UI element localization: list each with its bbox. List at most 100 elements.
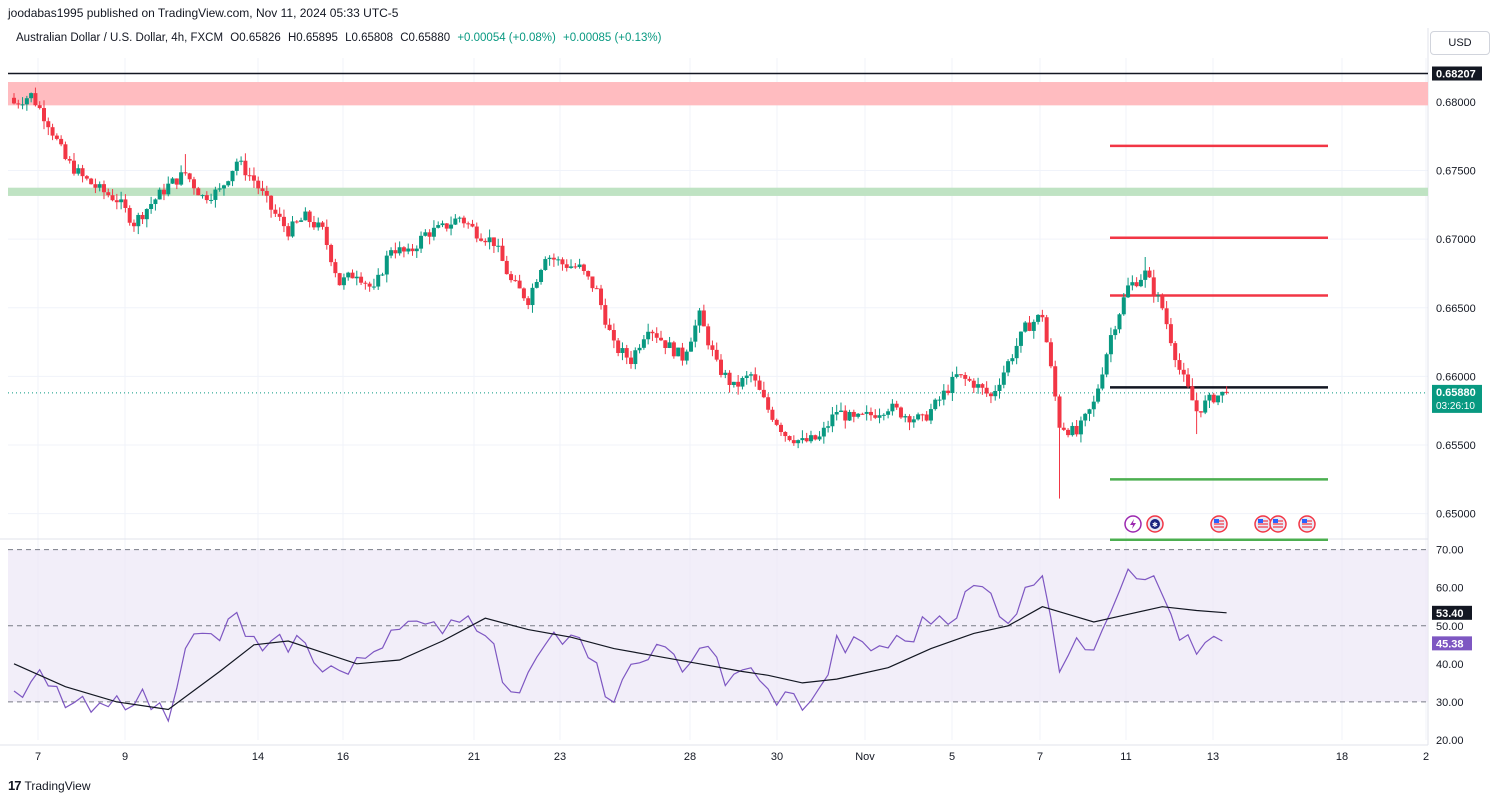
candle-body — [106, 192, 111, 196]
last-price-badge-label: 0.65880 — [1436, 387, 1476, 399]
candle-body — [389, 250, 394, 256]
currency-button[interactable]: USD — [1430, 31, 1490, 55]
candle-body — [491, 237, 496, 247]
candle-body — [1023, 322, 1028, 332]
candle-body — [123, 199, 128, 208]
candle-body — [209, 199, 214, 201]
candle-body — [453, 218, 458, 225]
flag-canton — [1273, 519, 1278, 523]
candle-body — [671, 342, 676, 357]
candle-body — [303, 211, 308, 221]
candle-body — [1083, 413, 1088, 421]
price-tick-label: 0.65000 — [1436, 509, 1476, 521]
time-tick-label: 18 — [1336, 751, 1348, 763]
candle-body — [230, 170, 235, 182]
candle-body — [213, 189, 218, 200]
candle-body — [1014, 345, 1019, 359]
lightning-glyph — [1130, 519, 1136, 529]
candle-body — [264, 191, 269, 196]
candle-body — [808, 435, 813, 442]
candle-body — [993, 390, 998, 397]
candle-body — [93, 184, 98, 188]
candle-body — [16, 103, 21, 105]
candle-body — [753, 374, 758, 381]
rsi-value-badge — [1432, 636, 1472, 651]
price-tick-label: 0.67500 — [1436, 166, 1476, 178]
candle-body — [873, 415, 878, 418]
candle-body — [440, 223, 445, 226]
candle-body — [1151, 277, 1156, 296]
time-tick-label: 13 — [1207, 751, 1219, 763]
candle-body — [1108, 335, 1113, 355]
candle-body — [1061, 427, 1066, 430]
time-tick-label: 21 — [468, 751, 480, 763]
bar-countdown-label: 03:26:10 — [1436, 401, 1475, 412]
candle-body — [483, 240, 488, 243]
candle-body — [838, 410, 843, 413]
rsi-ma-line — [13, 606, 1227, 711]
candle-body — [427, 232, 432, 237]
candle-body — [856, 413, 861, 417]
price-tick-label: 0.67000 — [1436, 234, 1476, 246]
candle-body — [719, 359, 723, 375]
candle-body — [796, 440, 801, 444]
candle-body — [33, 93, 38, 106]
candle-body — [1096, 388, 1101, 402]
candle-body — [903, 416, 908, 418]
candle-body — [847, 411, 852, 421]
candle-body — [1207, 394, 1212, 401]
candle-body — [363, 282, 368, 284]
candle-body — [1121, 297, 1126, 315]
candle-body — [637, 347, 642, 351]
candle-body — [723, 372, 728, 375]
footer: 17 TradingView — [8, 778, 91, 793]
rsi-value-badge-label: 53.40 — [1436, 608, 1464, 620]
rsi-value-badge-label: 45.38 — [1436, 638, 1464, 650]
candle-body — [607, 324, 612, 331]
candle-body — [680, 347, 685, 361]
candle-body — [397, 247, 402, 254]
candle-body — [256, 180, 261, 189]
candle-body — [251, 175, 256, 181]
candle-body — [359, 276, 364, 283]
price-tick-label: 0.68000 — [1436, 97, 1476, 109]
candle-body — [937, 399, 942, 401]
candle-body — [980, 384, 985, 388]
candle-body — [868, 411, 873, 416]
candle-body — [1001, 372, 1006, 385]
candle-body — [269, 195, 274, 210]
candle-body — [676, 347, 681, 357]
candle-body — [1091, 401, 1096, 410]
symbol-name[interactable]: Australian Dollar / U.S. Dollar, 4h, FXC… — [16, 32, 224, 44]
candle-body — [890, 403, 895, 412]
candle-body — [860, 413, 865, 415]
candle-body — [821, 427, 826, 437]
price-tick-label: 0.65500 — [1436, 440, 1476, 452]
candle-body — [500, 245, 505, 261]
candle-body — [1194, 400, 1199, 412]
time-tick-label: 9 — [122, 751, 128, 763]
candle-body — [307, 211, 312, 223]
candle-body — [179, 172, 184, 185]
candle-body — [457, 217, 462, 219]
bar-change: +0.00054 (+0.08%) — [457, 32, 556, 44]
rsi-tick-label: 40.00 — [1436, 659, 1464, 671]
support-zone — [8, 187, 1428, 196]
candle-body — [924, 414, 929, 421]
chart-canvas[interactable]: ✱ 0.68000 0.67500 0.67000 0.66500 0.66000 0.65… — [0, 0, 1500, 770]
candle-body — [920, 414, 925, 416]
candle-body — [239, 160, 244, 162]
symbol-legend: Australian Dollar / U.S. Dollar, 4h, FXC… — [16, 32, 665, 44]
candle-body — [958, 374, 963, 376]
candle-body — [787, 436, 792, 441]
candle-body — [693, 325, 698, 342]
candle-body — [153, 199, 158, 205]
candle-body — [791, 440, 796, 444]
candle-body — [988, 393, 993, 397]
flag-canton — [1214, 519, 1219, 523]
candle-body — [196, 188, 201, 196]
candle-body — [1168, 324, 1173, 344]
candle-body — [127, 207, 132, 223]
candle-body — [1040, 314, 1045, 318]
candle-body — [101, 184, 106, 193]
